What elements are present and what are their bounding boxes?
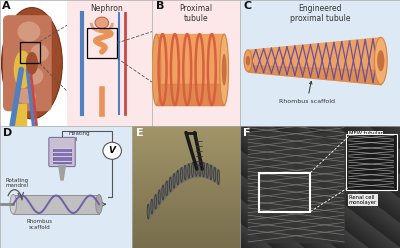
Bar <box>259 173 310 212</box>
Ellipse shape <box>16 89 36 104</box>
Ellipse shape <box>152 34 161 105</box>
Text: MEW tubular
scaffold: MEW tubular scaffold <box>300 131 383 142</box>
Ellipse shape <box>377 50 384 71</box>
Ellipse shape <box>26 52 38 75</box>
Ellipse shape <box>220 34 228 105</box>
Text: A: A <box>2 1 10 11</box>
Ellipse shape <box>2 8 62 119</box>
Text: Nephron: Nephron <box>90 4 123 13</box>
Circle shape <box>103 142 122 159</box>
Text: Rhombus scaffold: Rhombus scaffold <box>279 81 335 104</box>
Bar <box>13 194 99 214</box>
Text: Engineered
proximal tubule: Engineered proximal tubule <box>290 4 350 23</box>
Ellipse shape <box>95 17 109 29</box>
Ellipse shape <box>244 50 252 72</box>
Text: D: D <box>3 128 12 138</box>
Ellipse shape <box>18 22 40 42</box>
Bar <box>67 0 152 126</box>
Text: Renal cell
monolayer: Renal cell monolayer <box>349 185 377 205</box>
Ellipse shape <box>374 37 387 84</box>
Text: Heating
coil: Heating coil <box>69 131 90 142</box>
Ellipse shape <box>30 44 49 62</box>
Bar <box>20 42 40 63</box>
Ellipse shape <box>24 67 43 85</box>
Text: E: E <box>136 128 144 138</box>
Text: Rotating
mandrel: Rotating mandrel <box>5 178 28 188</box>
FancyBboxPatch shape <box>3 15 52 111</box>
Ellipse shape <box>246 56 250 66</box>
Text: B: B <box>156 1 165 11</box>
Ellipse shape <box>222 54 226 86</box>
Bar <box>346 134 397 190</box>
FancyBboxPatch shape <box>49 137 75 167</box>
Ellipse shape <box>14 51 32 89</box>
Text: V: V <box>109 146 116 155</box>
Bar <box>87 28 117 58</box>
Bar <box>53 148 71 163</box>
Polygon shape <box>59 165 65 180</box>
Text: C: C <box>243 1 251 11</box>
Ellipse shape <box>10 194 16 214</box>
Ellipse shape <box>96 194 102 214</box>
Text: F: F <box>243 128 251 138</box>
Text: Proximal
tubule: Proximal tubule <box>180 4 212 23</box>
Text: Rhombus
scaffold: Rhombus scaffold <box>26 219 53 230</box>
